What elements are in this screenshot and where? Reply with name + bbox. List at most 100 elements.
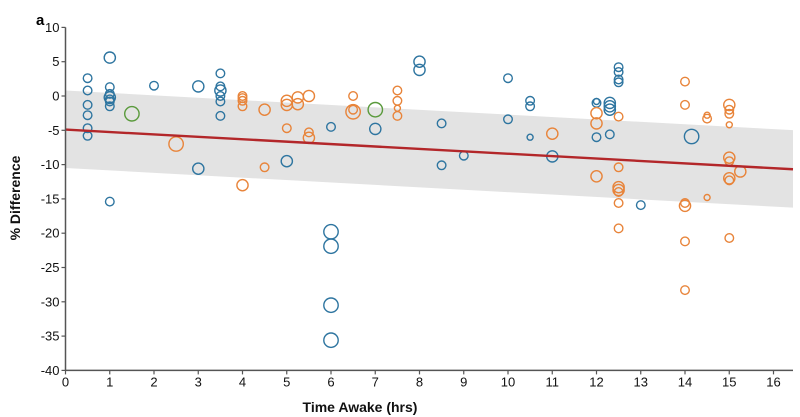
data-point-orange — [723, 151, 736, 164]
data-point-blue — [604, 129, 615, 140]
y-tick-label: 0 — [52, 89, 59, 104]
data-point-blue — [104, 101, 115, 112]
data-point-blue — [603, 96, 617, 110]
data-point-blue — [323, 332, 339, 349]
data-point-orange — [724, 175, 735, 186]
data-point-blue — [191, 80, 205, 93]
y-tick-label: -40 — [41, 363, 60, 378]
data-point-blue — [526, 133, 534, 141]
data-point-blue — [82, 110, 93, 121]
data-point-orange — [724, 232, 735, 243]
x-tick-label: 9 — [460, 374, 467, 389]
x-tick-label: 11 — [546, 374, 560, 389]
data-point-orange — [546, 127, 559, 140]
data-point-orange — [724, 104, 735, 115]
data-point-blue — [104, 196, 115, 207]
data-point-orange — [613, 197, 624, 208]
data-point-orange — [612, 183, 625, 197]
fit-line-layer — [65, 128, 794, 171]
data-point-blue — [591, 132, 602, 143]
y-axis-title: % Difference — [7, 155, 23, 240]
data-point-orange — [613, 223, 624, 234]
data-point-orange — [590, 117, 603, 130]
x-tick-label: 1 — [106, 374, 113, 389]
x-tick-label: 6 — [327, 374, 334, 389]
data-point-blue — [613, 66, 624, 77]
data-point-blue — [436, 160, 447, 171]
x-tick-label: 0 — [62, 374, 69, 389]
data-point-blue — [215, 110, 226, 121]
data-point-orange — [613, 162, 624, 173]
data-point-blue — [413, 55, 426, 69]
data-point-orange — [237, 95, 248, 106]
y-tick-label: -20 — [41, 226, 60, 241]
y-tick-label: 5 — [52, 54, 59, 69]
data-point-blue — [635, 200, 646, 211]
data-point-orange — [590, 106, 603, 120]
data-point-blue — [215, 96, 226, 107]
data-point-orange — [703, 193, 711, 202]
data-point-blue — [104, 96, 115, 107]
data-point-orange — [392, 110, 403, 121]
data-point-orange — [590, 169, 603, 183]
data-point-orange — [348, 90, 359, 101]
data-point-orange — [291, 97, 305, 111]
x-tick-label: 5 — [283, 374, 290, 389]
data-point-blue — [215, 90, 226, 101]
data-point-blue — [82, 99, 93, 110]
x-tick-label: 4 — [239, 374, 246, 389]
data-point-orange — [678, 199, 692, 213]
y-tick-label: -10 — [41, 157, 60, 172]
data-point-blue — [413, 63, 426, 77]
data-point-blue — [148, 80, 159, 91]
data-point-blue — [280, 154, 294, 168]
data-point-orange — [236, 178, 249, 192]
data-point-blue — [82, 85, 93, 96]
data-point-blue — [103, 91, 117, 104]
x-tick-label: 3 — [195, 374, 202, 389]
data-point-orange — [259, 162, 270, 173]
data-point-blue — [613, 62, 624, 73]
x-tick-label: 13 — [634, 374, 648, 389]
x-tick-label: 16 — [766, 374, 780, 389]
data-point-orange — [302, 89, 316, 103]
x-tick-label: 10 — [501, 374, 515, 389]
data-point-blue — [436, 118, 447, 129]
data-point-orange — [303, 127, 314, 138]
data-point-blue — [525, 101, 536, 112]
data-point-orange — [680, 99, 691, 110]
x-tick-label: 14 — [678, 374, 692, 389]
data-point-blue — [103, 51, 117, 64]
y-tick-label: -35 — [41, 329, 60, 344]
data-point-orange — [724, 108, 735, 119]
data-point-blue — [326, 121, 337, 132]
panel-label: a — [36, 12, 45, 29]
data-point-blue — [191, 162, 205, 175]
y-tick-label: 10 — [45, 20, 59, 35]
data-point-orange — [392, 85, 403, 96]
data-point-orange — [281, 123, 292, 134]
y-tick-label: -5 — [48, 123, 60, 138]
data-point-orange — [725, 121, 733, 129]
data-point-blue — [613, 74, 624, 85]
x-tick-label: 7 — [372, 374, 379, 389]
data-point-blue — [525, 95, 536, 106]
x-tick-label: 2 — [150, 374, 157, 389]
data-point-orange — [723, 171, 736, 185]
points-layer — [82, 51, 747, 349]
data-point-blue — [503, 73, 514, 84]
data-point-blue — [323, 223, 339, 240]
data-point-orange — [680, 236, 691, 247]
x-axis-title: Time Awake (hrs) — [303, 399, 418, 415]
data-point-blue — [603, 100, 617, 113]
data-point-green — [367, 101, 384, 118]
data-point-orange — [613, 111, 624, 122]
x-tick-label: 15 — [722, 374, 736, 389]
data-point-orange — [291, 91, 305, 104]
data-point-orange — [680, 285, 691, 296]
data-point-orange — [258, 103, 271, 116]
data-point-orange — [348, 104, 359, 115]
data-point-blue — [215, 68, 226, 79]
